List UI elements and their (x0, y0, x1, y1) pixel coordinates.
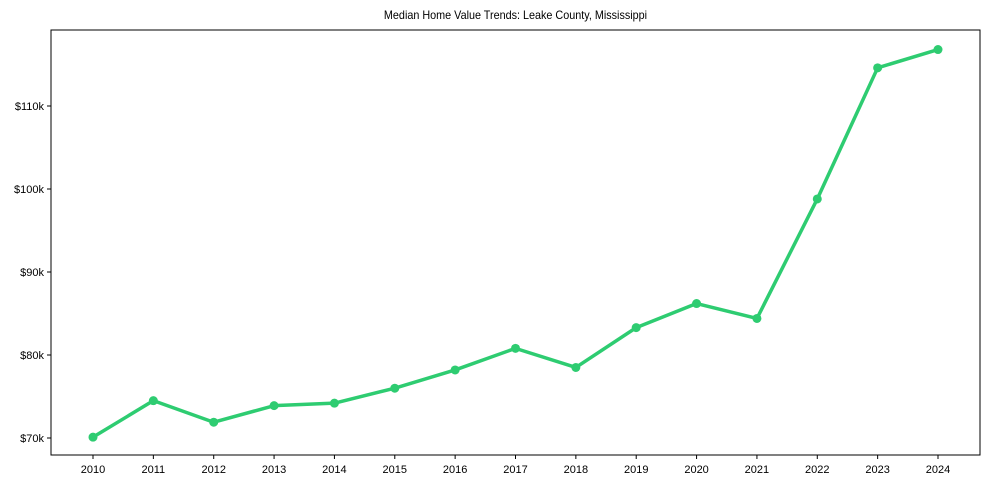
plot-area (88, 45, 943, 442)
x-tick-label: 2015 (383, 464, 407, 476)
x-tick-label: 2014 (322, 464, 346, 476)
y-tick-label: $70k (20, 433, 44, 445)
data-point-marker (511, 343, 520, 353)
data-point-marker (88, 432, 98, 442)
x-tick-label: 2012 (201, 464, 225, 476)
data-point-marker (812, 194, 822, 204)
data-point-marker (269, 401, 279, 411)
data-point-marker (450, 365, 460, 375)
data-point-marker (873, 63, 883, 73)
data-point-marker (631, 323, 641, 333)
data-point-marker (148, 396, 158, 406)
data-point-marker (329, 398, 339, 408)
x-tick-label: 2021 (745, 464, 769, 476)
data-point-marker (209, 417, 219, 427)
axes: $70k $80k $90k $100k $110k 2010 2011 2012 2013 20… (14, 29, 981, 476)
x-tick-label: 2018 (564, 464, 588, 476)
y-tick-label: $110k (15, 101, 45, 113)
series-line (91, 47, 940, 439)
x-tick-label: 2020 (684, 464, 708, 476)
plot-frame (50, 29, 981, 456)
y-tick-label: $100k (14, 184, 44, 196)
x-tick-label: 2017 (503, 464, 527, 476)
x-tick-label: 2010 (81, 464, 105, 476)
data-point-marker (390, 383, 400, 393)
x-tick-label: 2024 (926, 464, 950, 476)
y-tick-label: $90k (20, 267, 44, 279)
x-tick-label: 2011 (142, 464, 166, 476)
x-tick-label: 2019 (624, 464, 648, 476)
data-point-marker (571, 362, 581, 372)
x-tick-label: 2016 (443, 464, 467, 476)
x-tick-label: 2013 (262, 464, 286, 476)
data-point-marker (692, 299, 702, 309)
x-tick-label: 2022 (805, 464, 829, 476)
y-tick-label: $80k (20, 350, 44, 362)
data-point-marker (752, 313, 762, 323)
x-tick-label: 2023 (865, 464, 889, 476)
chart-title: Median Home Value Trends: Leake County, … (383, 8, 648, 22)
data-point-marker (933, 45, 943, 55)
